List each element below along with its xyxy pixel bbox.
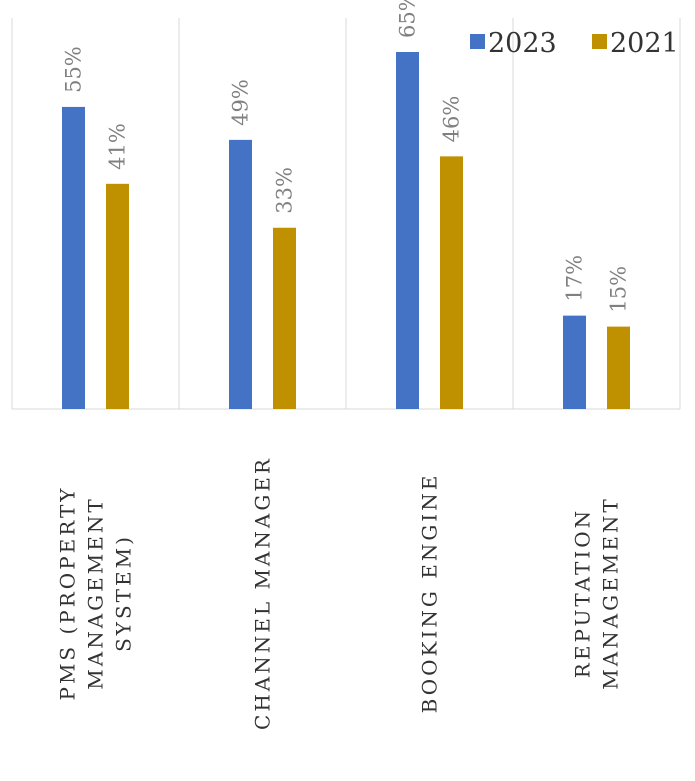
- category-label: PMS (PROPERTY: [56, 485, 80, 700]
- bar-2021-2: [440, 156, 463, 409]
- data-label: 65%: [396, 0, 420, 38]
- bar-2021-3: [607, 326, 630, 409]
- legend-swatch: [470, 34, 485, 49]
- legend: 2023 2021: [470, 28, 679, 59]
- bar-2021-0: [106, 183, 129, 409]
- data-labels: 55% 49% 65% 17% 41% 33% 46% 15%: [62, 0, 631, 313]
- category-label: CHANNEL MANAGER: [251, 456, 275, 730]
- data-label: 33%: [273, 167, 297, 214]
- bars: [62, 52, 630, 409]
- bar-2021-1: [273, 227, 296, 409]
- data-label: 46%: [440, 96, 464, 143]
- data-label: 49%: [229, 79, 253, 126]
- legend-swatch: [592, 34, 607, 49]
- data-label: 41%: [106, 123, 130, 170]
- category-label: SYSTEM): [112, 534, 136, 652]
- legend-label: 2023: [488, 28, 557, 59]
- data-label: 55%: [62, 46, 86, 93]
- bar-2023-0: [62, 106, 85, 409]
- category-label: BOOKING ENGINE: [418, 473, 442, 714]
- category-label: REPUTATION: [571, 508, 595, 678]
- bar-2023-2: [396, 52, 419, 409]
- category-label: MANAGEMENT: [84, 496, 108, 689]
- data-label: 15%: [607, 266, 631, 313]
- category-label: MANAGEMENT: [599, 496, 623, 689]
- data-label: 17%: [563, 255, 587, 302]
- legend-label: 2021: [610, 28, 679, 59]
- bar-2023-1: [229, 139, 252, 409]
- bar-2023-3: [563, 315, 586, 409]
- category-labels: PMS (PROPERTY MANAGEMENT SYSTEM) CHANNEL MA…: [56, 456, 623, 730]
